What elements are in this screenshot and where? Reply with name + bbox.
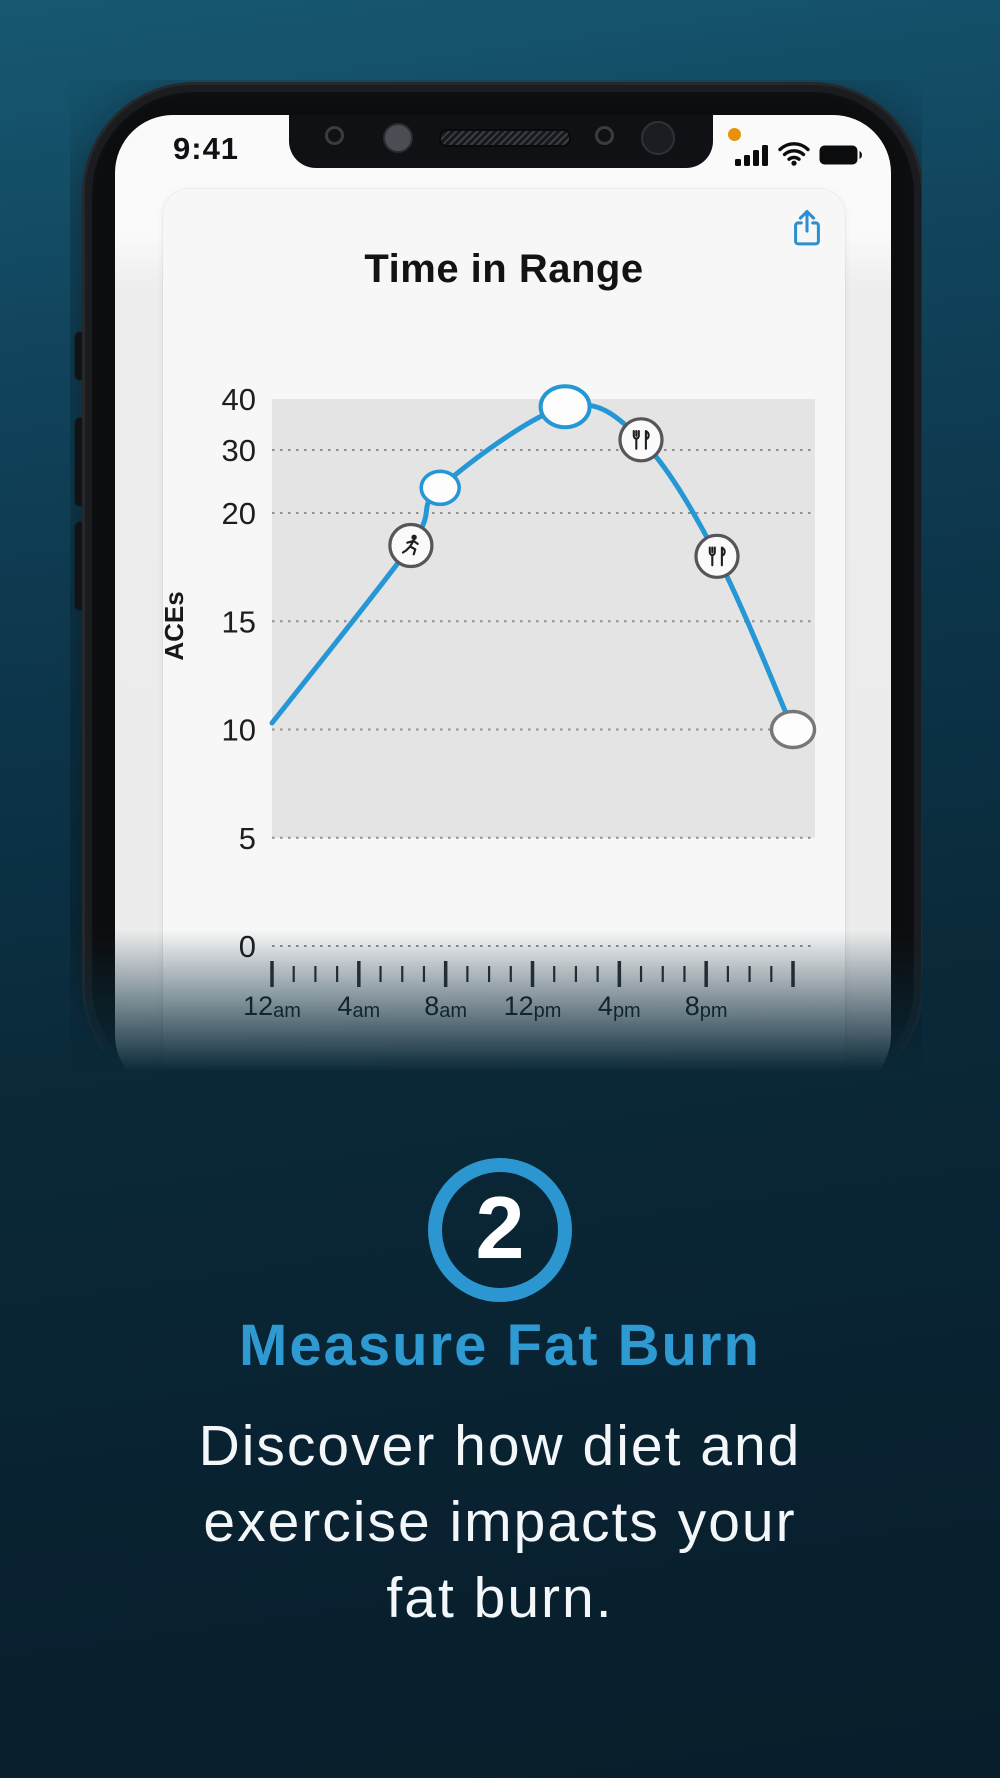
phone-mockup: 9:41 [70,80,924,1098]
ambient-sensor-icon [595,126,614,145]
chart-svg: 40 30 20 15 10 5 0 ACEs 12am 4am 8am 12pm 4pm 8pm [163,382,817,1022]
chart-title: Time in Range [364,247,644,291]
speaker-grille [439,129,571,147]
wifi-icon [778,142,810,171]
recording-indicator-dot [728,128,741,141]
svg-text:ACEs: ACEs [163,591,189,660]
svg-text:40: 40 [222,382,256,417]
mute-switch [75,332,85,380]
share-button[interactable] [791,209,823,247]
svg-text:20: 20 [222,496,256,531]
front-camera-icon [383,123,413,153]
svg-text:12pm: 12pm [504,991,562,1022]
truedepth-camera-icon [641,121,675,155]
phone-frame: 9:41 [82,82,924,1098]
svg-text:8am: 8am [424,991,467,1022]
battery-icon [819,144,863,171]
status-bar-icons [735,142,863,171]
step-description-line: exercise impacts your [203,1490,797,1554]
svg-text:4am: 4am [337,991,380,1022]
svg-text:10: 10 [222,713,256,748]
svg-text:8pm: 8pm [685,991,728,1022]
step-heading: Measure Fat Burn [239,1313,761,1378]
status-bar-time: 9:41 [173,131,240,166]
step-description-line: fat burn. [386,1566,614,1630]
step-description: Discover how diet and exercise impacts y… [0,1408,1000,1636]
step-description-line: Discover how diet and [198,1414,802,1478]
proximity-sensor-icon [325,126,344,145]
svg-text:4pm: 4pm [598,991,641,1022]
volume-down-button [75,522,85,610]
svg-text:15: 15 [222,604,256,639]
svg-text:30: 30 [222,433,256,468]
svg-text:5: 5 [239,821,256,856]
step-number: 2 [475,1178,525,1277]
step-badge: 2 [428,1158,572,1302]
cellular-signal-icon [735,142,769,171]
phone-screen: 9:41 [115,115,891,1093]
share-icon [794,210,820,246]
chart-card: Time in Range 40 30 20 15 10 5 0 ACEs 12am 4am 8am… [163,189,845,1089]
notch [289,115,713,168]
svg-text:0: 0 [239,929,256,964]
volume-up-button [75,418,85,506]
svg-text:12am: 12am [243,991,301,1022]
